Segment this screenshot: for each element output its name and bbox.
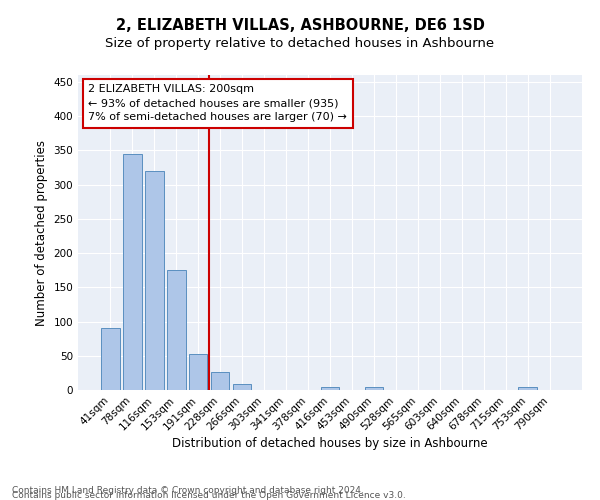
Bar (211, 372, 229, 390)
Bar (233, 384, 251, 390)
Text: 2 ELIZABETH VILLAS: 200sqm
← 93% of detached houses are smaller (935)
7% of semi: 2 ELIZABETH VILLAS: 200sqm ← 93% of deta… (88, 84, 347, 122)
Bar (167, 270, 185, 390)
Bar (365, 386, 383, 390)
Text: Contains public sector information licensed under the Open Government Licence v3: Contains public sector information licen… (12, 490, 406, 500)
Bar (123, 154, 142, 390)
Text: 2, ELIZABETH VILLAS, ASHBOURNE, DE6 1SD: 2, ELIZABETH VILLAS, ASHBOURNE, DE6 1SD (116, 18, 484, 32)
Y-axis label: Number of detached properties: Number of detached properties (35, 140, 48, 326)
Bar (189, 354, 208, 390)
Text: Contains HM Land Registry data © Crown copyright and database right 2024.: Contains HM Land Registry data © Crown c… (12, 486, 364, 495)
X-axis label: Distribution of detached houses by size in Ashbourne: Distribution of detached houses by size … (172, 438, 488, 450)
Text: Size of property relative to detached houses in Ashbourne: Size of property relative to detached ho… (106, 38, 494, 51)
Bar (320, 386, 340, 390)
Bar (101, 328, 119, 390)
Bar (518, 388, 537, 390)
Bar (145, 171, 164, 390)
